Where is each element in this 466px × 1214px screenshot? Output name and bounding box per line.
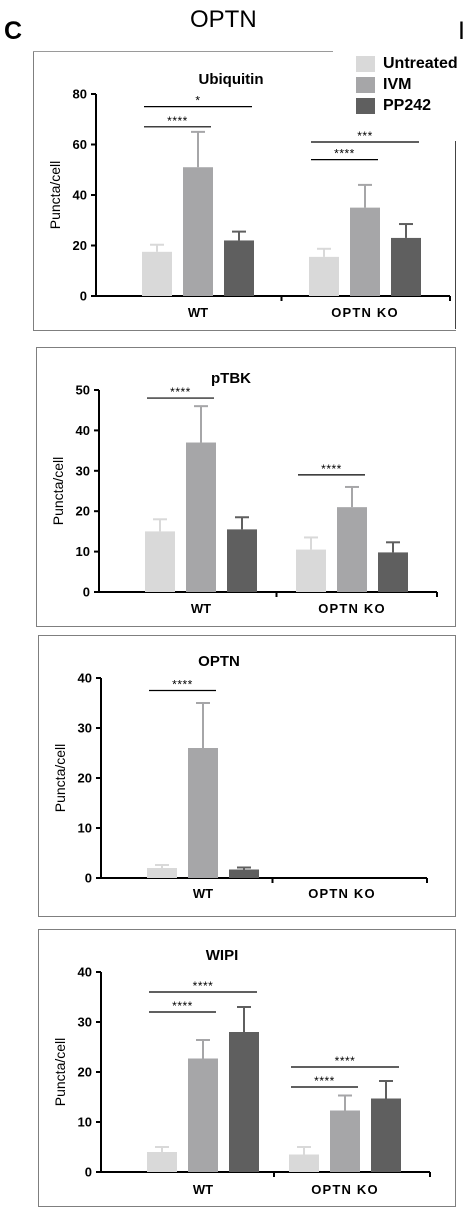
- bar-wt-untreated: [142, 251, 172, 296]
- chart-optn: OPTN Puncta/cell 0 10 20 30 40 WT OPTN KO ****: [38, 635, 456, 917]
- significance-label: *: [195, 94, 200, 108]
- chart-ptbk-svg: pTBK Puncta/cell 0 10 20 30 40 50 WT OPTN KO **** *…: [50, 370, 438, 616]
- bar-wt-pp242: [229, 1032, 259, 1172]
- y-tick-label: 20: [78, 1065, 92, 1080]
- bar-wt-ivm: [188, 748, 218, 878]
- category-label-wt: WT: [188, 305, 208, 320]
- y-tick-label: 60: [73, 137, 87, 152]
- legend-label-ivm: IVM: [383, 76, 412, 93]
- bar-wt-pp242: [227, 529, 257, 592]
- y-tick-label: 0: [85, 871, 92, 886]
- category-label-wt: WT: [193, 1182, 213, 1197]
- y-tick-label: 30: [78, 721, 92, 736]
- significance-label: ****: [172, 678, 193, 692]
- y-tick-label: 50: [76, 383, 90, 398]
- significance-label: ****: [334, 147, 355, 161]
- y-axis-label: Puncta/cell: [50, 457, 66, 525]
- bar-wt-untreated: [147, 868, 177, 878]
- title-rule: [33, 51, 333, 52]
- significance-label: ****: [167, 114, 188, 128]
- chart-wipi: WIPI Puncta/cell 0 10 20 30 40 WT OPTN KO **** ***…: [38, 929, 456, 1207]
- y-tick-label: 40: [76, 423, 90, 438]
- y-tick-label: 10: [78, 1115, 92, 1130]
- legend: Untreated IVM PP242: [356, 54, 466, 118]
- panel-title: OPTN: [190, 6, 257, 33]
- y-tick-label: 20: [78, 771, 92, 786]
- cut-off-panel-letter: I: [458, 17, 465, 45]
- y-tick-label: 20: [73, 238, 87, 253]
- significance-label: ****: [170, 385, 191, 399]
- y-tick-label: 20: [76, 504, 90, 519]
- y-axis-label: Puncta/cell: [52, 744, 68, 812]
- category-label-optn-ko: OPTN KO: [308, 886, 376, 901]
- bar-optn-ko-pp242: [378, 552, 408, 592]
- significance-label: ***: [357, 129, 373, 143]
- y-axis-label: Puncta/cell: [47, 161, 63, 229]
- bar-optn-ko-untreated: [289, 1154, 319, 1172]
- panel-letter: C: [4, 17, 23, 45]
- legend-swatch-pp242: [356, 98, 375, 114]
- y-tick-label: 80: [73, 87, 87, 102]
- bar-optn-ko-untreated: [296, 549, 326, 592]
- bar-optn-ko-pp242: [391, 237, 421, 296]
- bar-optn-ko-ivm: [337, 507, 367, 592]
- bar-wt-pp242: [229, 869, 259, 878]
- legend-label-untreated: Untreated: [383, 55, 458, 72]
- bar-optn-ko-pp242: [371, 1098, 401, 1172]
- y-tick-label: 10: [76, 544, 90, 559]
- bar-optn-ko-ivm: [330, 1110, 360, 1172]
- y-tick-label: 40: [73, 188, 87, 203]
- significance-label: ****: [172, 999, 193, 1013]
- significance-label: ****: [193, 979, 214, 993]
- chart-ptbk: pTBK Puncta/cell 0 10 20 30 40 50 WT OPTN KO **** *…: [36, 347, 456, 627]
- bar-wt-untreated: [147, 1152, 177, 1172]
- significance-label: ****: [335, 1054, 356, 1068]
- y-tick-label: 0: [85, 1165, 92, 1180]
- significance-label: ****: [314, 1074, 335, 1088]
- category-label-wt: WT: [193, 886, 213, 901]
- legend-swatch-untreated: [356, 56, 375, 72]
- chart-title-ubiquitin: Ubiquitin: [199, 71, 264, 88]
- significance-label: ****: [321, 462, 342, 476]
- legend-label-pp242: PP242: [383, 97, 432, 114]
- chart-title-wipi: WIPI: [206, 947, 239, 964]
- legend-swatch-ivm: [356, 77, 375, 93]
- panel-edge: [455, 141, 456, 329]
- category-label-optn-ko: OPTN KO: [318, 601, 386, 616]
- y-tick-label: 30: [78, 1015, 92, 1030]
- category-label-optn-ko: OPTN KO: [331, 305, 399, 320]
- y-tick-label: 0: [80, 289, 87, 304]
- bar-wt-untreated: [145, 531, 175, 592]
- y-tick-label: 0: [83, 585, 90, 600]
- bar-wt-pp242: [224, 240, 254, 296]
- chart-optn-svg: OPTN Puncta/cell 0 10 20 30 40 WT OPTN KO ****: [52, 653, 428, 901]
- chart-title-optn: OPTN: [198, 653, 240, 670]
- bar-wt-ivm: [186, 442, 216, 592]
- chart-ubiquitin: Ubiquitin Puncta/cell 0 20 40 60 80 WT OPTN KO **…: [33, 52, 456, 331]
- y-tick-label: 10: [78, 821, 92, 836]
- bar-wt-ivm: [188, 1058, 218, 1172]
- y-tick-label: 30: [76, 463, 90, 478]
- y-tick-label: 40: [78, 965, 92, 980]
- bar-wt-ivm: [183, 167, 213, 296]
- bar-optn-ko-ivm: [350, 207, 380, 296]
- category-label-wt: WT: [191, 601, 211, 616]
- y-axis-label: Puncta/cell: [52, 1038, 68, 1106]
- y-tick-label: 40: [78, 671, 92, 686]
- chart-title-ptbk: pTBK: [211, 370, 251, 387]
- bar-optn-ko-untreated: [309, 256, 339, 296]
- category-label-optn-ko: OPTN KO: [311, 1182, 379, 1197]
